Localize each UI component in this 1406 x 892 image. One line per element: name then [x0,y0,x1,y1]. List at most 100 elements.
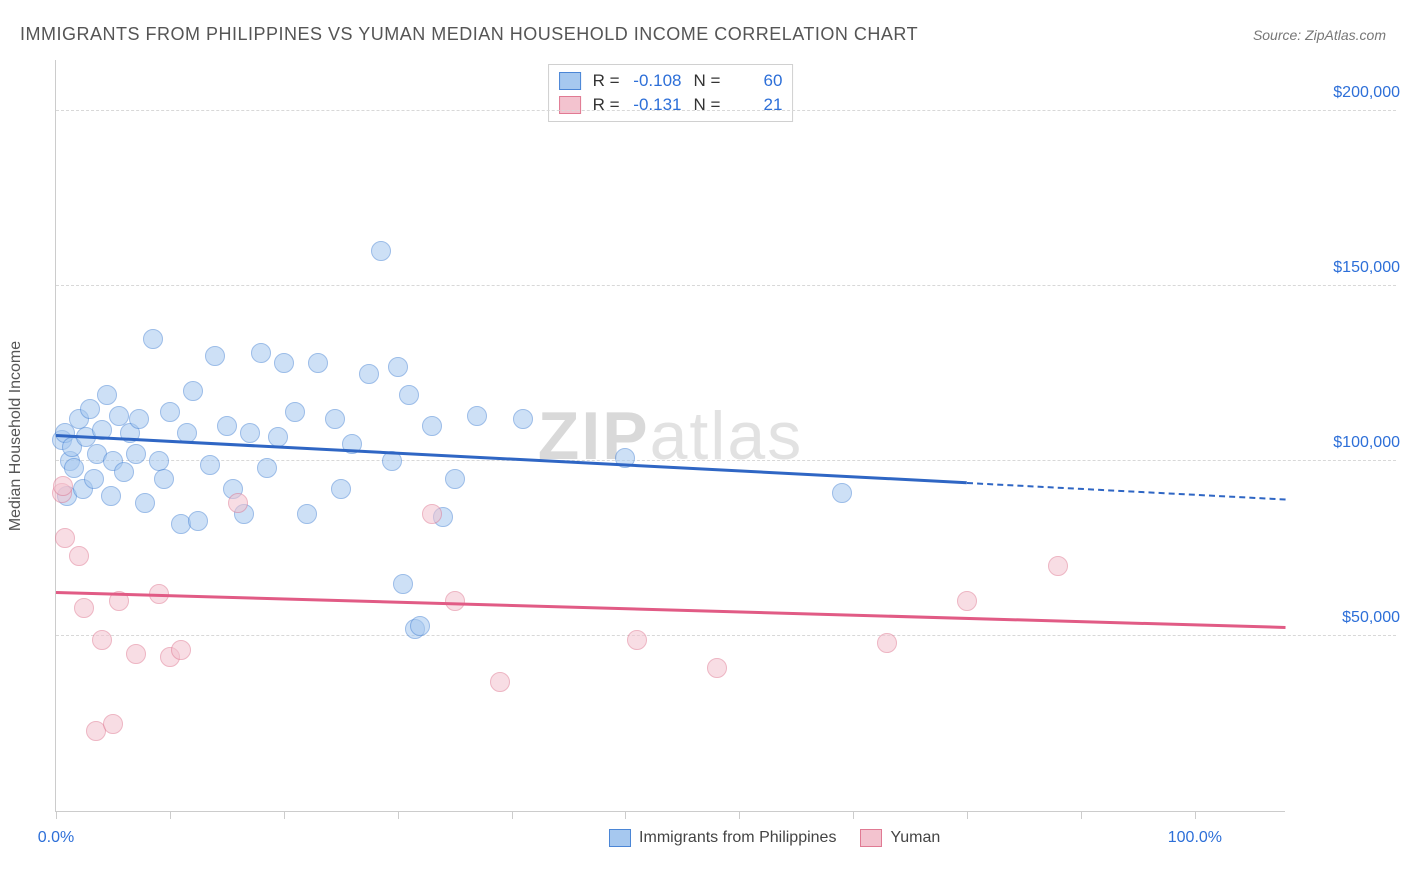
data-point [627,630,647,650]
data-point [92,630,112,650]
x-tick-label: 100.0% [1168,829,1222,847]
data-point [331,479,351,499]
data-point [308,353,328,373]
x-tick [170,811,171,819]
legend-label-yuman: Yuman [890,829,940,847]
x-tick [1081,811,1082,819]
gridline [56,635,1396,636]
data-point [388,357,408,377]
data-point [103,714,123,734]
data-point [126,644,146,664]
x-tick [284,811,285,819]
gridline [56,285,1396,286]
legend-item-philippines: Immigrants from Philippines [609,829,836,847]
data-point [393,574,413,594]
data-point [80,399,100,419]
legend-row-yuman: R = -0.131 N = 21 [559,93,783,117]
data-point [257,458,277,478]
y-tick-label: $50,000 [1300,609,1400,627]
x-tick [625,811,626,819]
data-point [53,476,73,496]
x-tick [512,811,513,819]
x-tick [739,811,740,819]
n-val-yuman: 21 [726,95,782,115]
data-point [957,591,977,611]
data-point [183,381,203,401]
data-point [129,409,149,429]
data-point [359,364,379,384]
data-point [114,462,134,482]
data-point [228,493,248,513]
data-point [109,406,129,426]
data-point [268,427,288,447]
x-tick [56,811,57,819]
x-tick [1195,811,1196,819]
data-point [171,640,191,660]
legend-label-philippines: Immigrants from Philippines [639,829,836,847]
y-tick-label: $200,000 [1300,84,1400,102]
legend-item-yuman: Yuman [860,829,940,847]
y-tick-label: $150,000 [1300,259,1400,277]
data-point [490,672,510,692]
swatch-yuman-icon [860,829,882,847]
data-point [422,416,442,436]
data-point [135,493,155,513]
n-key: N = [694,95,721,115]
r-val-yuman: -0.131 [626,95,682,115]
data-point [188,511,208,531]
r-key: R = [593,71,620,91]
x-tick [967,811,968,819]
data-point [217,416,237,436]
data-point [274,353,294,373]
gridline [56,110,1396,111]
data-point [371,241,391,261]
data-point [513,409,533,429]
gridline [56,460,1396,461]
swatch-philippines [559,72,581,90]
y-axis-label: Median Household Income [7,340,25,530]
data-point [154,469,174,489]
data-point [143,329,163,349]
data-point [399,385,419,405]
series-legend: Immigrants from Philippines Yuman [609,829,940,847]
data-point [205,346,225,366]
r-key: R = [593,95,620,115]
n-key: N = [694,71,721,91]
data-point [101,486,121,506]
y-tick-label: $100,000 [1300,434,1400,452]
data-point [297,504,317,524]
data-point [55,528,75,548]
data-point [160,402,180,422]
x-tick-label: 0.0% [38,829,74,847]
data-point [240,423,260,443]
data-point [285,402,305,422]
data-point [97,385,117,405]
scatter-chart: Median Household Income ZIPatlas R = -0.… [55,60,1285,812]
x-tick [853,811,854,819]
data-point [126,444,146,464]
data-point [410,616,430,636]
data-point [325,409,345,429]
data-point [251,343,271,363]
n-val-philippines: 60 [726,71,782,91]
chart-header: IMMIGRANTS FROM PHILIPPINES VS YUMAN MED… [20,24,1386,45]
data-point [877,633,897,653]
trend-line [56,434,967,484]
data-point [84,469,104,489]
source-attribution: Source: ZipAtlas.com [1253,27,1386,43]
data-point [707,658,727,678]
r-val-philippines: -0.108 [626,71,682,91]
legend-row-philippines: R = -0.108 N = 60 [559,69,783,93]
data-point [422,504,442,524]
data-point [832,483,852,503]
trend-line [56,591,1286,629]
data-point [467,406,487,426]
swatch-philippines-icon [609,829,631,847]
source-prefix: Source: [1253,27,1305,43]
x-tick [398,811,399,819]
source-name: ZipAtlas.com [1305,27,1386,43]
trend-line-extrapolated [967,482,1286,501]
data-point [64,458,84,478]
data-point [445,469,465,489]
data-point [200,455,220,475]
